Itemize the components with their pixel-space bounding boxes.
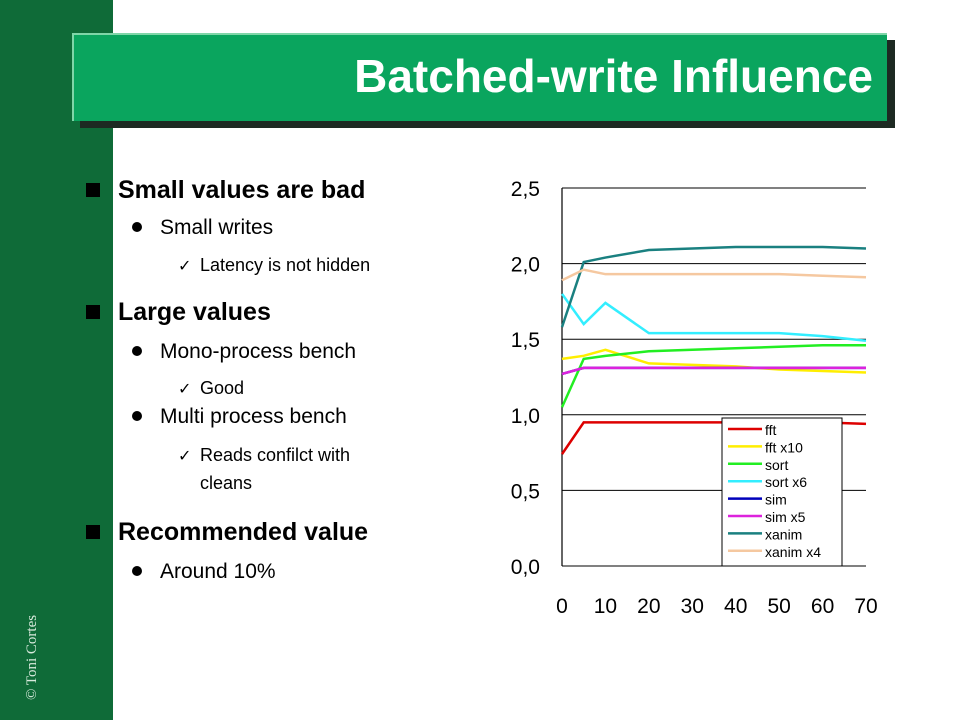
x-tick-label: 20 [637,595,660,618]
legend-entry: fft [765,422,777,438]
legend-entry: sim x5 [765,509,806,525]
dot-bullet-icon [132,411,142,421]
x-tick-label: 40 [724,595,747,618]
square-bullet-icon [86,183,100,197]
x-tick-label: 70 [854,595,877,618]
series-line [560,343,866,408]
series-line [561,268,867,282]
dot-bullet-icon [132,346,142,356]
bullet-level3: ✓ Reads confilct with cleans [178,445,351,493]
series-line [561,366,866,376]
bullet-level2: Around 10% [132,560,276,584]
checkmark-icon: ✓ [178,448,192,465]
series-lines [560,245,867,455]
bullet-level3: ✓ Good [178,375,244,403]
bullet-level3: ✓ Latency is not hidden [178,252,370,280]
title-banner: Batched-write Influence [72,33,887,121]
dot-bullet-icon [132,566,142,576]
x-tick-label: 60 [811,595,834,618]
legend-entry: xanim [765,526,802,542]
legend-entry: sort x6 [765,474,807,490]
y-tick-label: 1,5 [511,329,540,352]
legend-entry: fft x10 [765,439,803,455]
y-tick-label: 0,5 [511,480,540,503]
bullet-level1: Large values [86,298,271,327]
legend-box [721,417,843,567]
series-line [560,293,867,342]
bullet-level1: Small values are bad [86,176,365,205]
y-tick-label: 2,0 [511,254,540,277]
bullet-level1: Recommended value [86,518,368,547]
checkmark-icon: ✓ [178,381,192,398]
y-tick-label: 0,0 [511,556,540,579]
x-tick-label: 10 [594,595,617,618]
y-tick-label: 1,0 [511,405,540,428]
slide-title: Batched-write Influence [354,50,873,102]
checkmark-icon: ✓ [178,258,192,275]
x-tick-labels: 0 10 20 30 40 50 60 70 [556,595,878,618]
bullet-level2: Mono-process bench [132,340,356,364]
legend-entry: sort [765,457,788,473]
legend-entry: xanim x4 [765,544,821,560]
y-tick-labels: 0,0 0,5 1,0 1,5 2,0 2,5 [511,178,540,579]
x-tick-label: 30 [681,595,704,618]
square-bullet-icon [86,525,100,539]
series-line [561,348,867,374]
bullet-level2: Small writes [132,216,273,240]
dot-bullet-icon [132,222,142,232]
legend-entry: sim [765,492,787,508]
square-bullet-icon [86,305,100,319]
bullet-level2: Multi process bench [132,405,347,429]
x-tick-label: 50 [767,595,790,618]
y-tick-label: 2,5 [511,178,540,201]
series-line [560,245,867,328]
x-tick-label: 0 [556,595,568,618]
